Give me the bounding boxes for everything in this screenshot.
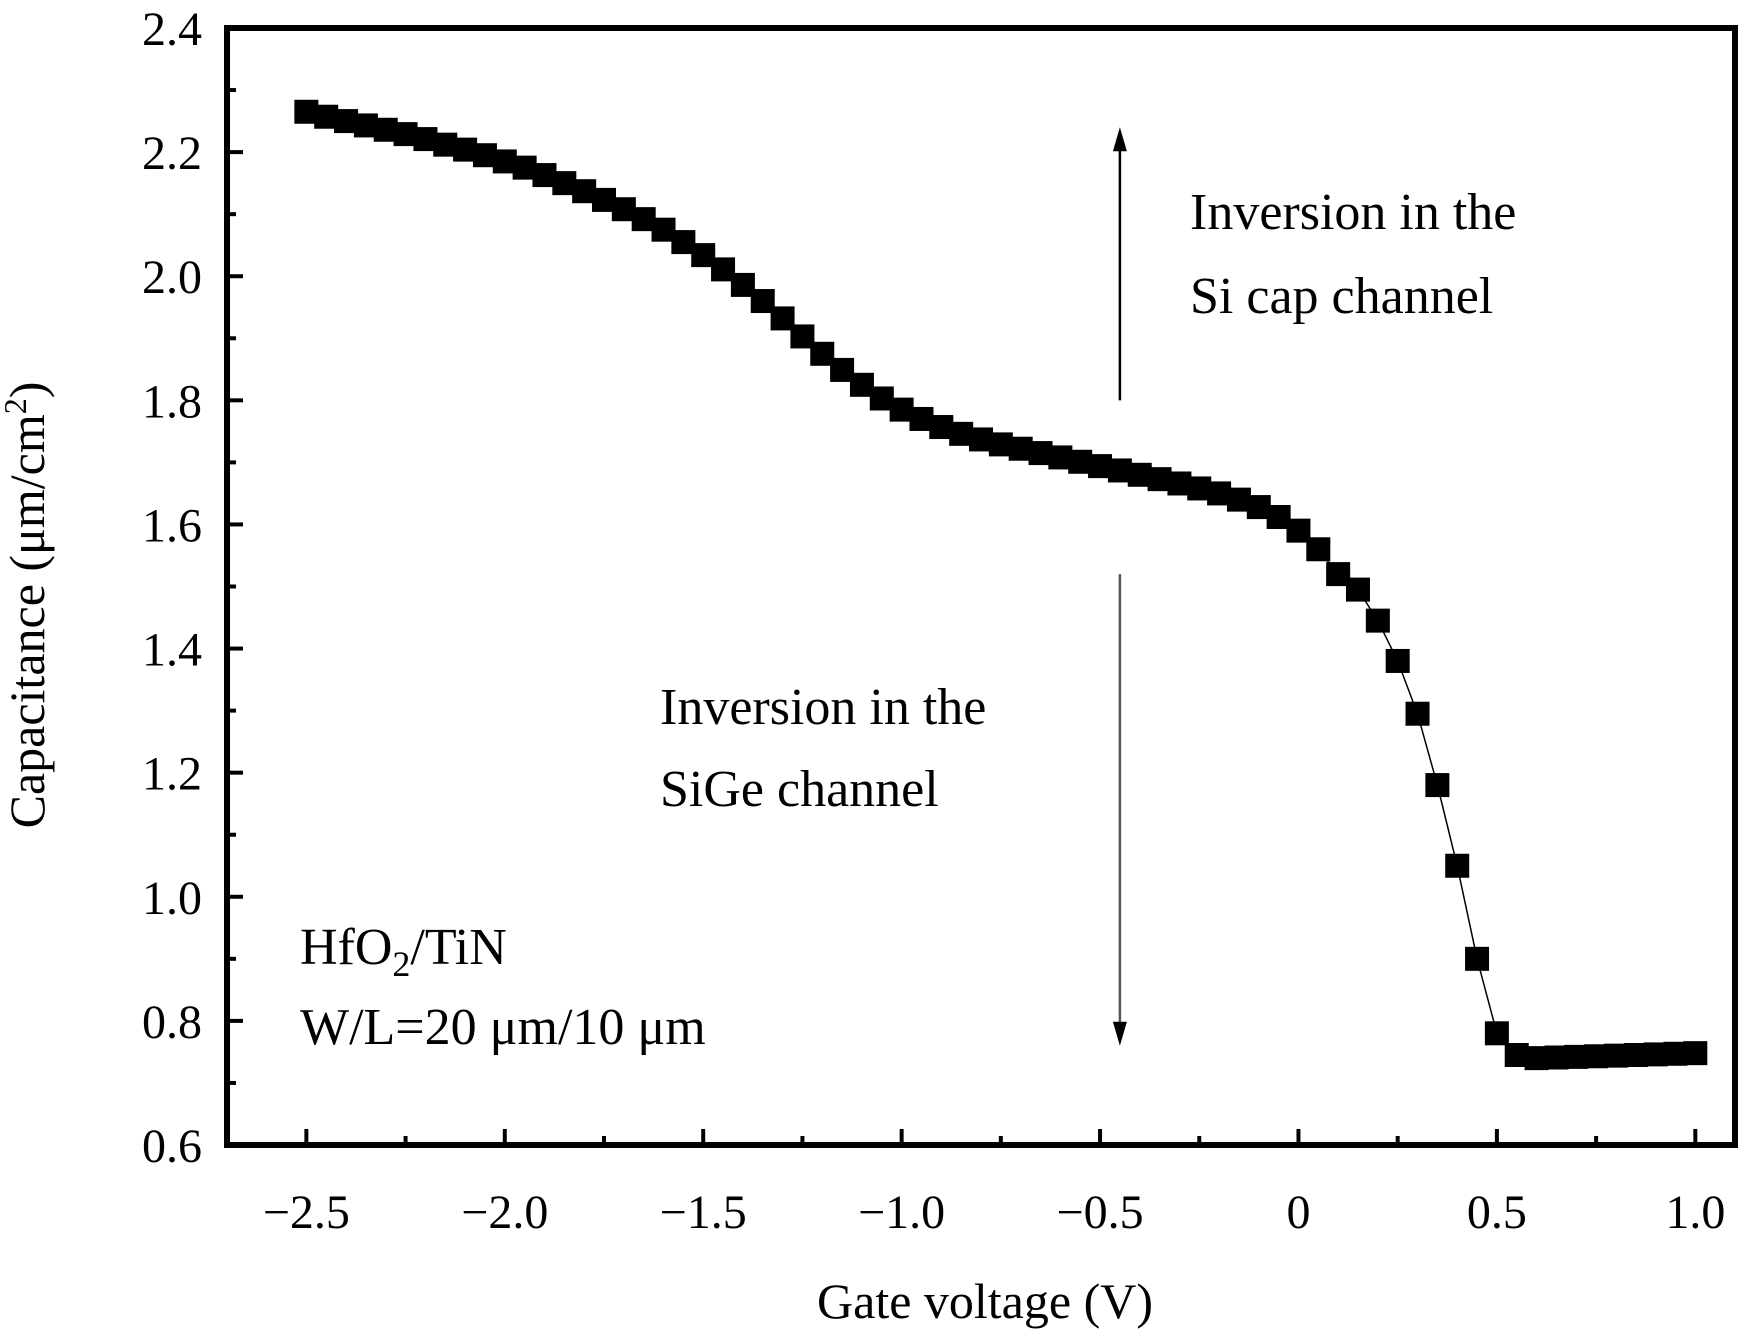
x-tick-labels: −2.5 −2.0 −1.5 −1.0 −0.5 0 0.5 1.0 <box>263 1186 1725 1239</box>
y-axis-title-main: Capacitance (μm/cm <box>0 414 55 828</box>
data-point <box>1465 946 1490 971</box>
x-tick-label: −1.5 <box>660 1186 747 1239</box>
data-point <box>413 127 438 152</box>
y-tick-label: 0.6 <box>142 1120 202 1173</box>
data-point <box>1683 1041 1708 1066</box>
si-cap-label-line1: Inversion in the <box>1190 184 1516 241</box>
sige-label-line1: Inversion in the <box>660 679 986 736</box>
data-point <box>353 113 378 138</box>
data-point <box>1484 1021 1509 1046</box>
inversion-arrows <box>1112 127 1127 1046</box>
y-tick-label: 0.8 <box>142 996 202 1049</box>
y-tick-label: 2.4 <box>142 3 202 56</box>
gate-stack-rest: /TiN <box>410 919 506 976</box>
plot-frame <box>224 25 1738 1148</box>
x-axis-title: Gate voltage (V) <box>817 1273 1153 1329</box>
y-tick-labels: 0.6 0.8 1.0 1.2 1.4 1.6 1.8 2.0 2.2 2.4 <box>142 3 202 1173</box>
data-point <box>393 122 418 147</box>
data-point <box>1405 701 1430 726</box>
x-tick-label: −2.5 <box>263 1186 350 1239</box>
data-point <box>1365 608 1390 633</box>
x-tick-label: −1.0 <box>858 1186 945 1239</box>
gate-stack-label: HfO2/TiN <box>300 919 507 984</box>
data-point <box>1346 577 1370 602</box>
x-tick-label: −2.0 <box>461 1186 548 1239</box>
x-tick-label: 0.5 <box>1467 1186 1527 1239</box>
device-geometry-label: W/L=20 μm/10 μm <box>300 999 706 1056</box>
data-point <box>492 149 517 174</box>
data-point <box>1385 648 1410 673</box>
cv-data-points <box>294 99 1708 1071</box>
y-tick-label: 1.8 <box>142 375 202 428</box>
y-tick-label: 1.0 <box>142 872 202 925</box>
y-tick-label: 1.2 <box>142 748 202 801</box>
y-axis-title-close: ) <box>0 382 55 399</box>
y-tick-label: 2.0 <box>142 251 202 304</box>
data-point <box>1445 853 1470 878</box>
gate-stack-main: HfO <box>300 919 392 976</box>
x-tick-label: −0.5 <box>1057 1186 1144 1239</box>
data-point <box>1306 537 1331 562</box>
si-cap-label-line2: Si cap channel <box>1190 268 1493 325</box>
y-tick-label: 1.4 <box>142 624 202 677</box>
y-tick-label: 2.2 <box>142 127 202 180</box>
sige-label-line2: SiGe channel <box>660 761 939 818</box>
gate-stack-subscript: 2 <box>392 944 410 984</box>
data-point <box>1425 773 1450 798</box>
x-tick-label: 0 <box>1286 1186 1310 1239</box>
y-axis-title-sup: 2 <box>0 398 33 414</box>
data-point <box>1246 495 1271 520</box>
x-tick-label: 1.0 <box>1665 1186 1725 1239</box>
cv-curve-line <box>306 111 1696 1059</box>
sige-arrow-head <box>1112 1021 1127 1046</box>
y-tick-label: 1.6 <box>142 499 202 552</box>
y-axis-title: Capacitance (μm/cm2) <box>0 382 55 829</box>
si-cap-arrow-head <box>1112 127 1127 152</box>
